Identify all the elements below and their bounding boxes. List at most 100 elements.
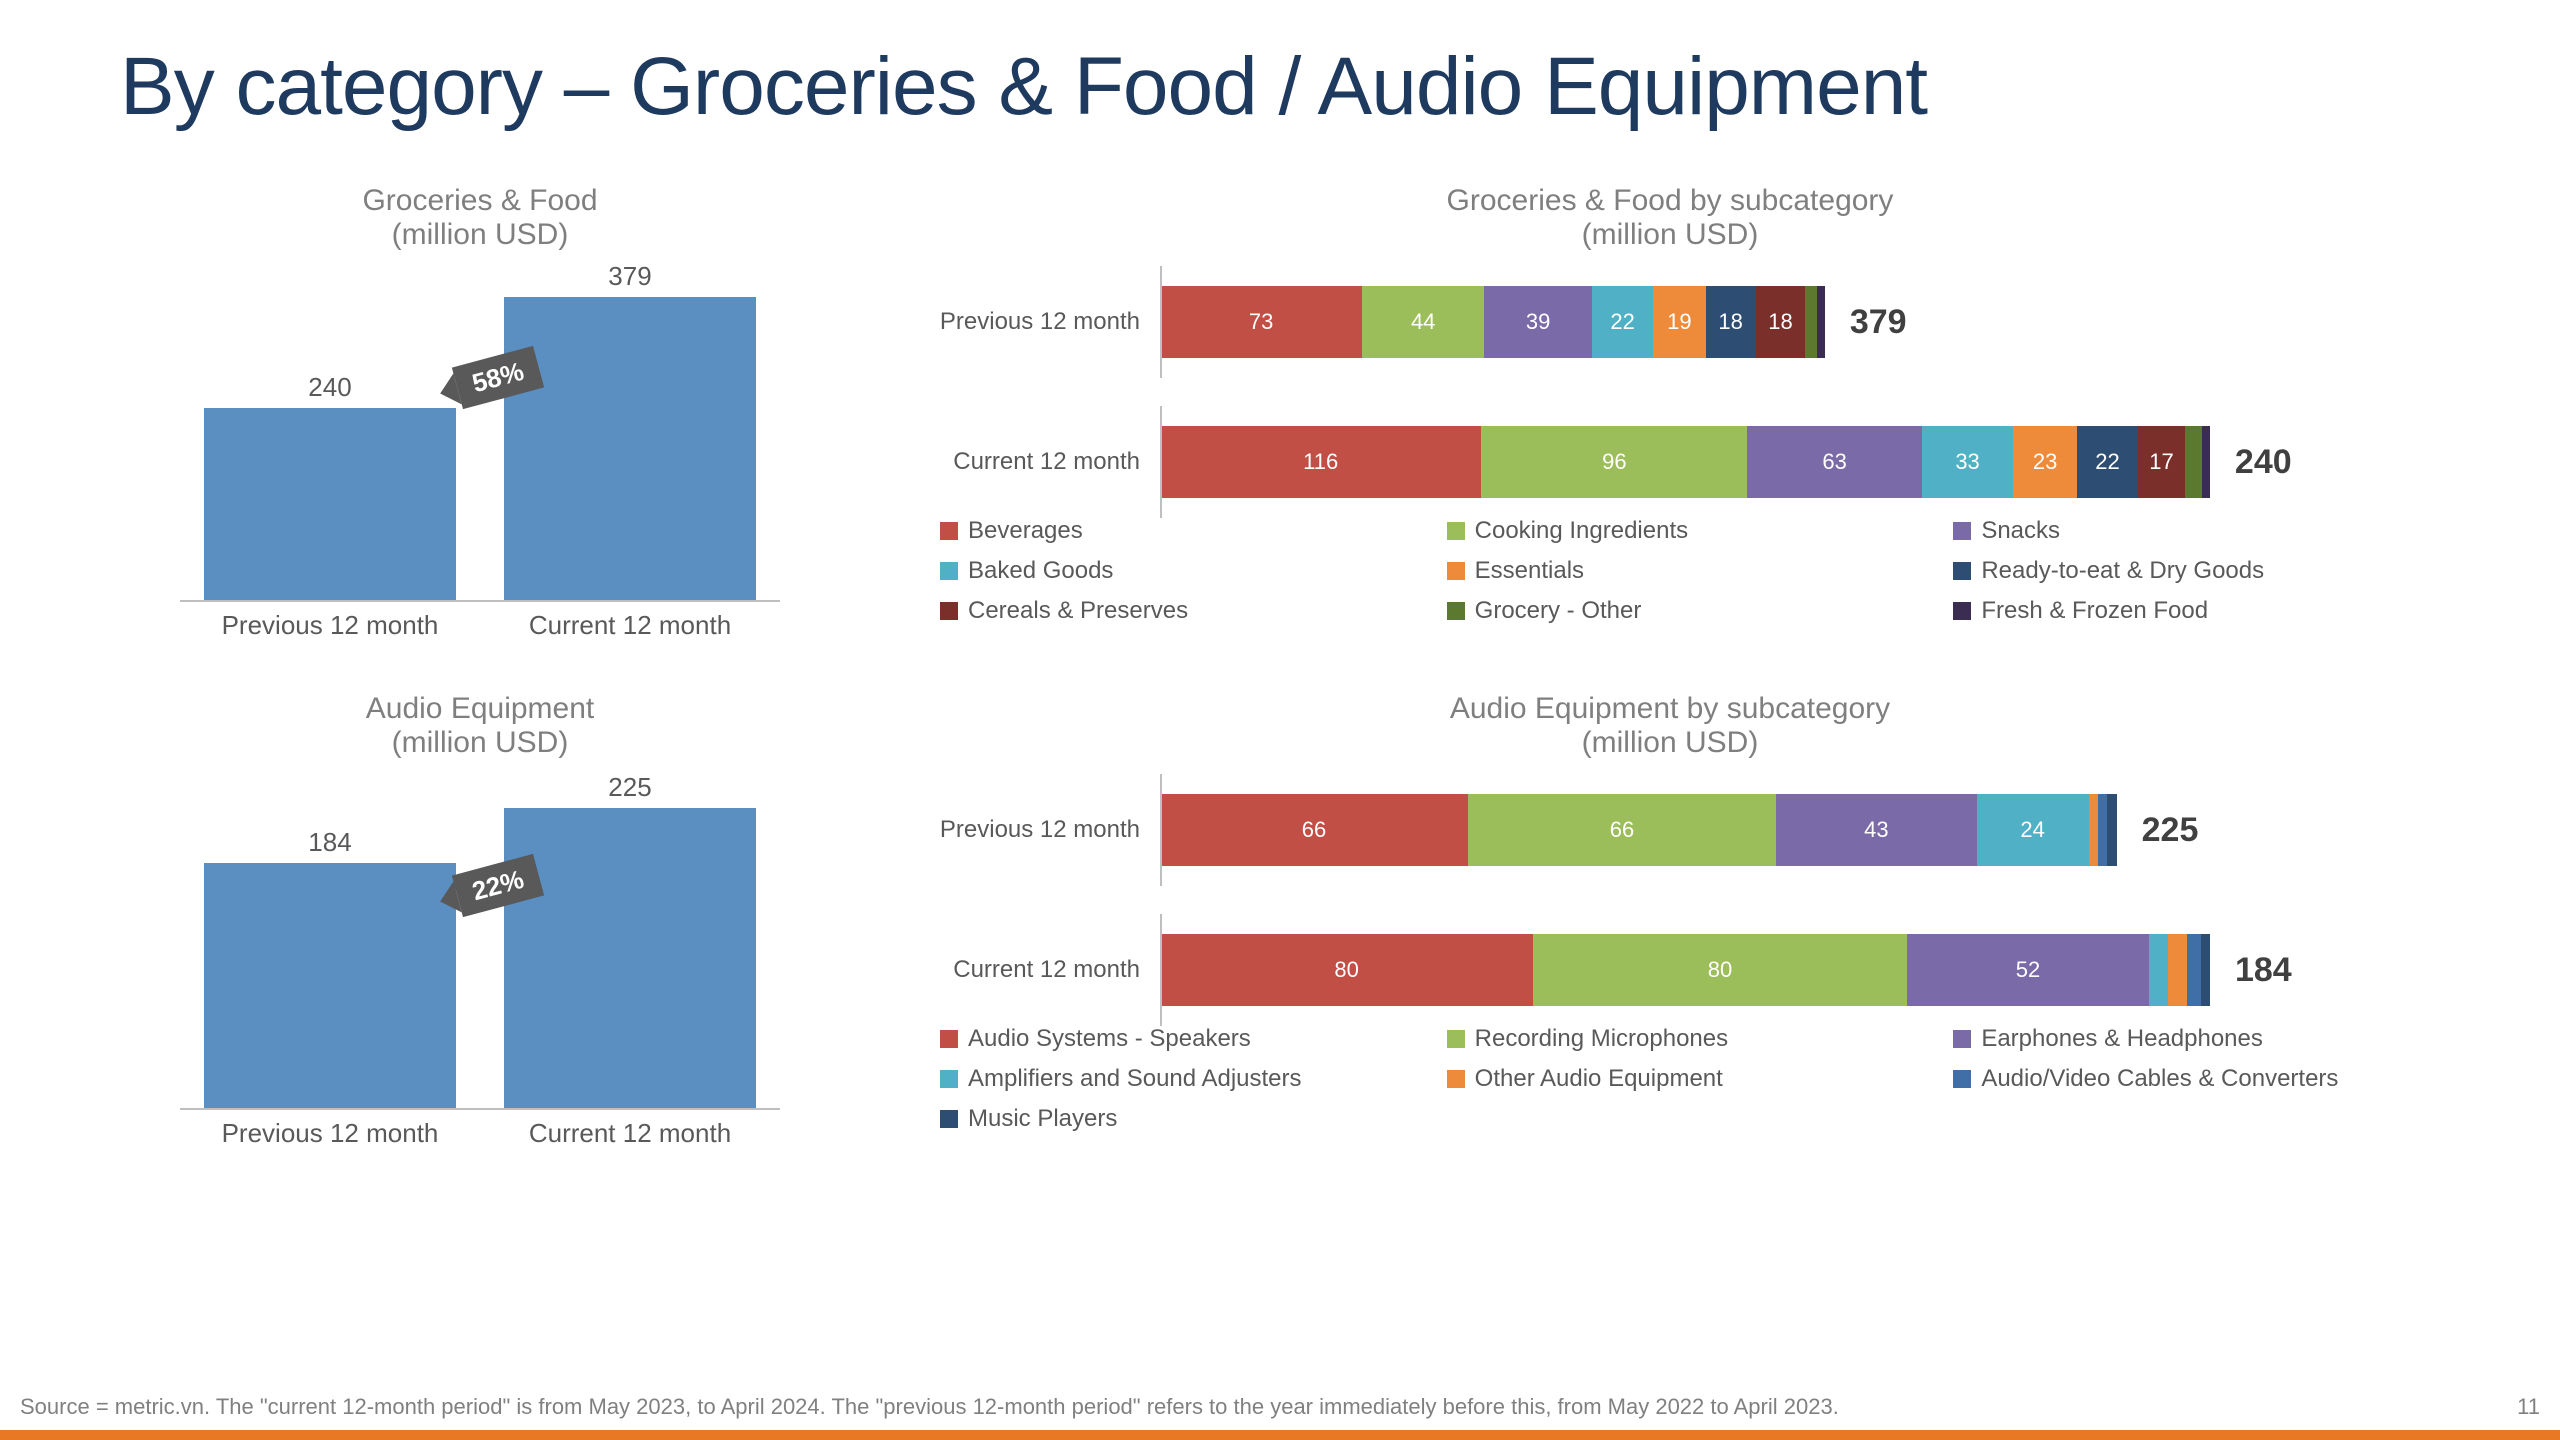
x-axis-label: Previous 12 month (180, 602, 480, 652)
groceries-stack-panel: Groceries & Food by subcategory (million… (900, 184, 2440, 652)
bar-segment: 96 (1481, 426, 1747, 498)
legend-label: Cooking Ingredients (1475, 517, 1688, 545)
bar-segment (2168, 934, 2187, 1006)
legend-item: Cooking Ingredients (1447, 517, 1934, 545)
groceries-bar-title: Groceries & Food (120, 184, 840, 218)
row-label: Current 12 month (900, 448, 1160, 476)
bar-value-label: 184 (204, 827, 456, 858)
stack-row: Current 12 month808052184 (900, 930, 2440, 1010)
stacked-bar: 73443922191818 (1160, 286, 1825, 358)
bar-segment (2185, 426, 2202, 498)
legend-swatch (1447, 522, 1465, 540)
legend-item: Snacks (1953, 517, 2440, 545)
legend-item: Earphones & Headphones (1953, 1025, 2440, 1053)
audio-bar-panel: Audio Equipment (million USD) 184225Prev… (120, 692, 840, 1160)
x-axis-label: Previous 12 month (180, 1110, 480, 1160)
legend-label: Music Players (968, 1105, 1117, 1133)
row-total: 379 (1850, 303, 1907, 342)
legend-label: Amplifiers and Sound Adjusters (968, 1065, 1302, 1093)
legend-item: Essentials (1447, 557, 1934, 585)
x-axis-label: Current 12 month (480, 1110, 780, 1160)
legend-swatch (1953, 602, 1971, 620)
audio-bar-chart: 184225Previous 12 monthCurrent 12 month2… (180, 790, 780, 1160)
legend-label: Cereals & Preserves (968, 597, 1188, 625)
legend-label: Grocery - Other (1475, 597, 1642, 625)
bar-segment: 22 (2077, 426, 2138, 498)
legend-swatch (1953, 562, 1971, 580)
bar: 379 (504, 297, 756, 600)
legend-item: Beverages (940, 517, 1427, 545)
bar-segment: 39 (1484, 286, 1592, 358)
bar-segment: 80 (1160, 934, 1533, 1006)
legend-item: Cereals & Preserves (940, 597, 1427, 625)
footnote: Source = metric.vn. The "current 12-mont… (0, 1394, 2560, 1420)
bar-segment: 18 (1706, 286, 1756, 358)
bar-value-label: 379 (504, 261, 756, 292)
legend-item: Audio/Video Cables & Converters (1953, 1065, 2440, 1093)
stacked-bar: 66664324 (1160, 794, 2117, 866)
legend-item: Other Audio Equipment (1447, 1065, 1934, 1093)
legend-label: Fresh & Frozen Food (1981, 597, 2208, 625)
legend-label: Ready-to-eat & Dry Goods (1981, 557, 2264, 585)
stack-row: Previous 12 month73443922191818 379 (900, 282, 2440, 362)
bar-segment: 17 (2138, 426, 2185, 498)
stacked-bar: 808052 (1160, 934, 2210, 1006)
bar-segment: 33 (1922, 426, 2013, 498)
legend-swatch (940, 1110, 958, 1128)
groceries-stack-title: Groceries & Food by subcategory (900, 184, 2440, 218)
audio-stack-panel: Audio Equipment by subcategory (million … (900, 692, 2440, 1160)
groceries-stack-chart: Previous 12 month73443922191818 379 Curren… (900, 282, 2440, 502)
audio-bar-subtitle: (million USD) (120, 726, 840, 760)
slide: By category – Groceries & Food / Audio E… (0, 0, 2560, 1440)
legend-item: Grocery - Other (1447, 597, 1934, 625)
bar-segment (2201, 934, 2210, 1006)
bar-segment (2187, 934, 2201, 1006)
legend-item: Audio Systems - Speakers (940, 1025, 1427, 1053)
legend-swatch (940, 522, 958, 540)
chart-grid: Groceries & Food (million USD) 240379Pre… (120, 184, 2440, 1160)
bar-segment: 66 (1160, 794, 1468, 866)
legend-swatch (940, 1070, 958, 1088)
bar-segment: 19 (1653, 286, 1706, 358)
groceries-bar-chart: 240379Previous 12 monthCurrent 12 month5… (180, 282, 780, 652)
audio-legend: Audio Systems - SpeakersRecording Microp… (900, 1025, 2440, 1133)
legend-item: Fresh & Frozen Food (1953, 597, 2440, 625)
bar-segment (2149, 934, 2168, 1006)
bar-value-label: 225 (504, 772, 756, 803)
legend-item: Amplifiers and Sound Adjusters (940, 1065, 1427, 1093)
legend-item: Baked Goods (940, 557, 1427, 585)
accent-bar (0, 1430, 2560, 1440)
bar-segment: 66 (1468, 794, 1776, 866)
legend-item: Music Players (940, 1105, 1427, 1133)
legend-swatch (1447, 1030, 1465, 1048)
page-title: By category – Groceries & Food / Audio E… (120, 40, 2440, 134)
row-label: Previous 12 month (900, 308, 1160, 336)
groceries-stack-subtitle: (million USD) (900, 218, 2440, 252)
bar-segment: 44 (1362, 286, 1484, 358)
legend-label: Other Audio Equipment (1475, 1065, 1723, 1093)
legend-swatch (1953, 1030, 1971, 1048)
bar-segment: 23 (2013, 426, 2077, 498)
bar-segment: 116 (1160, 426, 1481, 498)
bar-segment (2089, 794, 2098, 866)
legend-swatch (1953, 1070, 1971, 1088)
source-text: Source = metric.vn. The "current 12-mont… (20, 1394, 1839, 1420)
legend-swatch (940, 602, 958, 620)
bar-segment: 43 (1776, 794, 1977, 866)
legend-swatch (1447, 602, 1465, 620)
bar-segment (2202, 426, 2210, 498)
bar-segment: 52 (1907, 934, 2150, 1006)
legend-swatch (940, 562, 958, 580)
bar-value-label: 240 (204, 372, 456, 403)
stacked-bar: 116966333232217 (1160, 426, 2210, 498)
audio-bar-title: Audio Equipment (120, 692, 840, 726)
row-total: 240 (2235, 443, 2292, 482)
row-total: 225 (2142, 811, 2199, 850)
groceries-bar-subtitle: (million USD) (120, 218, 840, 252)
bar-segment: 63 (1747, 426, 1922, 498)
legend-item: Ready-to-eat & Dry Goods (1953, 557, 2440, 585)
bar-segment: 18 (1756, 286, 1806, 358)
bar-segment (2107, 794, 2116, 866)
row-label: Previous 12 month (900, 816, 1160, 844)
legend-label: Beverages (968, 517, 1083, 545)
